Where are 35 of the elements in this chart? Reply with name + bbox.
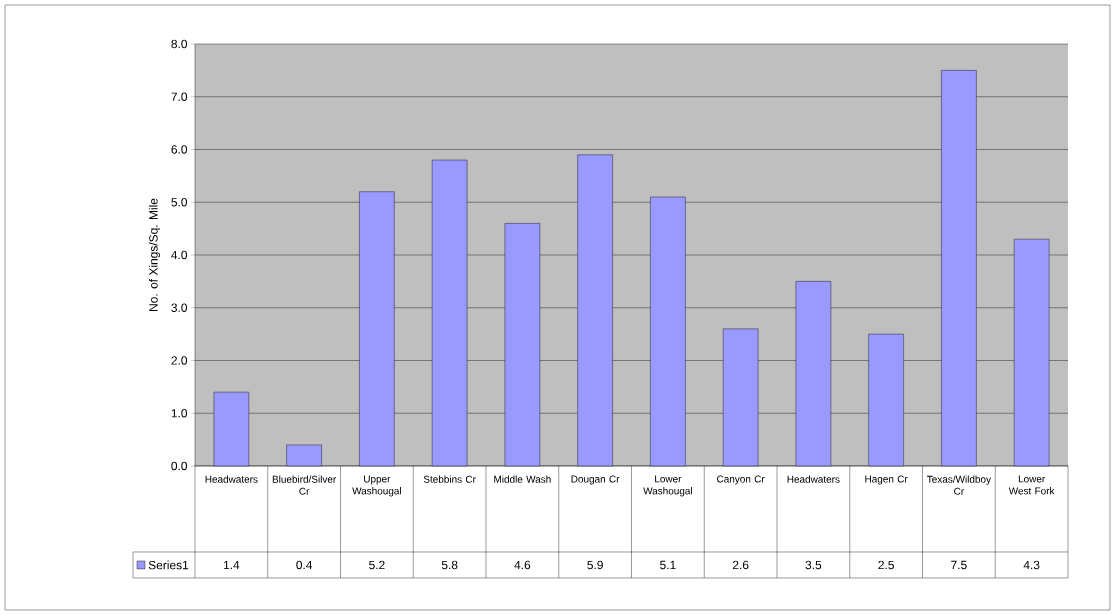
data-label: 5.8 — [441, 560, 458, 570]
y-axis-title: No. of Xings/Sq. Mile — [148, 198, 161, 311]
data-label: 7.5 — [951, 560, 967, 570]
data-label: 5.1 — [660, 560, 676, 570]
x-tick-label: Upper Washougal — [352, 475, 401, 497]
y-tick-label: 2.0 — [171, 356, 188, 365]
x-tick-label: Middle Wash — [494, 475, 551, 483]
data-label: 3.5 — [805, 560, 822, 570]
x-tick-label: Lower Washougal — [643, 475, 692, 497]
y-tick-label: 3.0 — [171, 303, 188, 312]
data-label: 4.3 — [1023, 560, 1040, 570]
x-tick-label: Bluebird/Silver Cr — [272, 475, 337, 495]
x-tick-label: Hagen Cr — [865, 475, 908, 485]
x-tick-label: Headwaters — [205, 475, 258, 483]
data-label: 0.4 — [296, 560, 313, 570]
data-label: 5.9 — [587, 560, 603, 570]
x-tick-label: Dougan Cr — [571, 475, 620, 485]
y-tick-label: 0.0 — [171, 461, 188, 471]
y-tick-label: 6.0 — [171, 145, 188, 154]
y-tick-label: 4.0 — [171, 250, 188, 260]
y-tick-label: 7.0 — [171, 92, 188, 101]
data-label: 2.6 — [732, 560, 749, 570]
data-label: 4.6 — [514, 560, 531, 570]
x-tick-label: Texas/Wildboy Cr — [926, 475, 991, 495]
data-label: 2.5 — [878, 560, 894, 570]
legend-label: Series1 — [148, 560, 189, 570]
y-tick-label: 5.0 — [171, 198, 188, 207]
x-tick-label: Headwaters — [787, 475, 840, 483]
x-tick-label: Stebbins Cr — [423, 475, 476, 483]
y-tick-label: 8.0 — [171, 39, 188, 49]
data-label: 1.4 — [223, 560, 240, 570]
data-label: 5.2 — [369, 560, 385, 570]
y-tick-label: 1.0 — [171, 409, 188, 418]
x-tick-label: Lower West Fork — [1008, 475, 1055, 495]
x-tick-label: Canyon Cr — [717, 475, 765, 485]
